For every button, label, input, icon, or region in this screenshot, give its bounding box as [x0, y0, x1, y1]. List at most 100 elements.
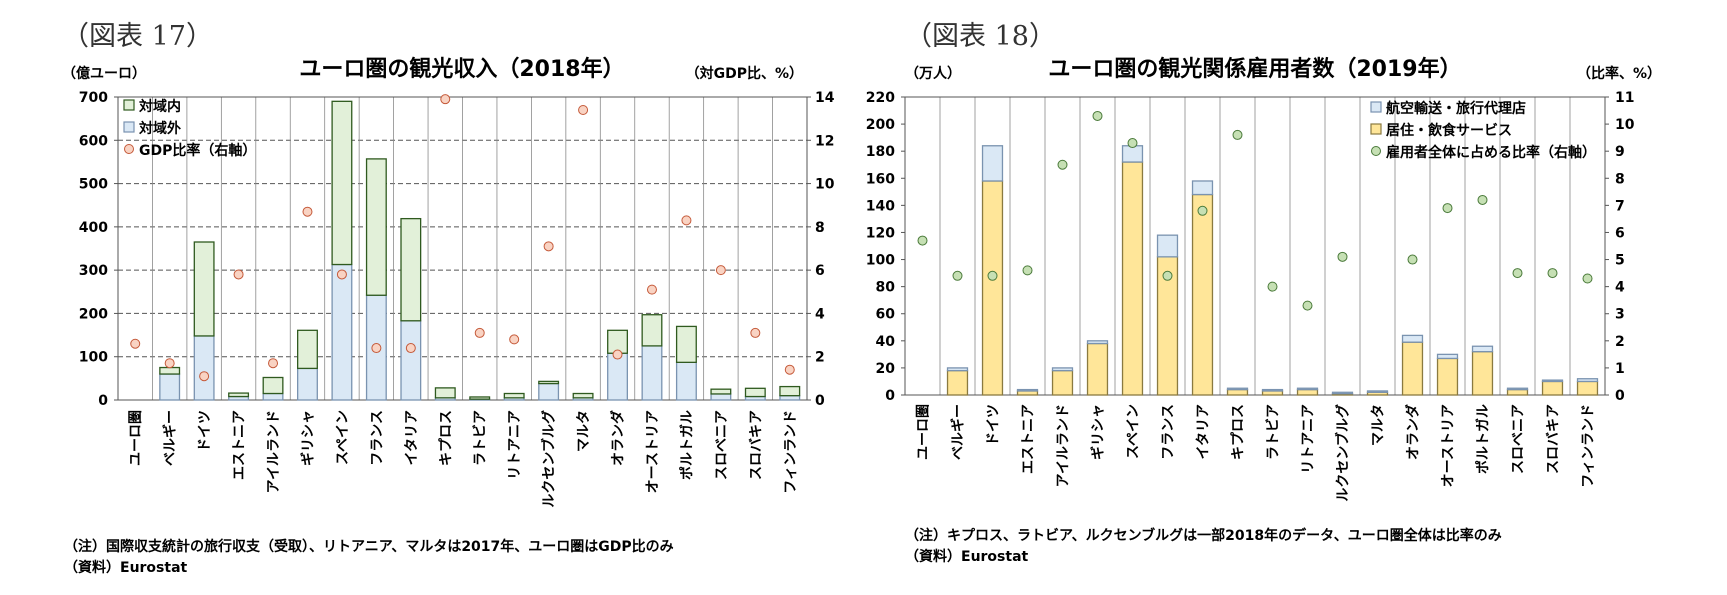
- ratio-point: [268, 358, 279, 369]
- y-tick-label: 100: [79, 350, 108, 366]
- legend-swatch: [123, 99, 135, 111]
- bar-segment: [538, 382, 560, 401]
- bar-segment: [1541, 380, 1564, 396]
- bar-segment: [297, 367, 318, 401]
- category-label: ユーロ圏: [128, 410, 144, 466]
- category-label: フィンランド: [1581, 404, 1597, 488]
- figure-17-source: （資料）Eurostat: [64, 560, 188, 576]
- bar-segment: [434, 387, 456, 399]
- y-tick-label: 100: [866, 253, 895, 269]
- bar-segment: [1296, 388, 1319, 396]
- legend-label: 居住・飲食サービス: [1386, 122, 1512, 139]
- y2-tick-label: 12: [815, 133, 834, 149]
- y-tick-label: 160: [866, 171, 895, 187]
- category-label: フィンランド: [783, 410, 799, 494]
- y2-tick-label: 8: [1615, 171, 1625, 187]
- category-label: ドイツ: [986, 404, 1002, 446]
- bar-segment: [675, 361, 697, 401]
- bar-segment: [1016, 388, 1039, 392]
- bar-segment: [1261, 388, 1284, 392]
- figure-17-panel: （図表 17） ユーロ圏の観光収入（2018年） （億ユーロ） （対GDP比、%） 0…: [0, 0, 863, 595]
- category-label: ギリシャ: [299, 410, 316, 466]
- y2-tick-label: 9: [1615, 144, 1625, 160]
- bar-segment: [1051, 369, 1074, 396]
- ratio-point: [440, 94, 451, 105]
- ratio-point: [1267, 281, 1278, 292]
- bar-segment: [1191, 180, 1214, 196]
- category-label: スロバキア: [748, 410, 764, 480]
- category-label: エストニア: [1021, 404, 1037, 474]
- figure-18-label: （図表 18）: [905, 21, 1056, 52]
- figure-17-note: （注）国際収支統計の旅行収支（受取）、リトアニア、マルタは2017年、ユーロ圏は…: [64, 539, 674, 555]
- ratio-point: [1302, 300, 1313, 311]
- category-label: オーストリア: [1441, 404, 1457, 487]
- legend-label: 対域内: [138, 98, 181, 115]
- bar-segment: [981, 180, 1004, 396]
- category-label: スロバキア: [1546, 404, 1562, 474]
- category-label: フランス: [369, 410, 385, 466]
- legend-swatch: [123, 121, 135, 133]
- chart-title: ユーロ圏の観光関係雇用者数（2019年）: [1048, 56, 1461, 82]
- category-label: エストニア: [232, 410, 248, 480]
- bar-segment: [1506, 388, 1529, 396]
- y2-tick-label: 14: [815, 90, 835, 106]
- category-label: リトアニア: [507, 410, 523, 480]
- category-label: オーストリア: [645, 410, 661, 493]
- y2-tick-label: 4: [815, 306, 825, 322]
- plot-frame: [904, 96, 1606, 396]
- y2-tick-label: 10: [815, 177, 835, 193]
- figure-18-panel: （図表 18） ユーロ圏の観光関係雇用者数（2019年） （万人） （比率、%） 0 2…: [863, 0, 1727, 595]
- category-label: スロベニア: [1511, 404, 1527, 474]
- bar-segment: [193, 335, 215, 401]
- bar-segment: [1576, 378, 1599, 383]
- category-label: アイルランド: [266, 410, 282, 493]
- ratio-point: [1092, 110, 1103, 121]
- bar-segment: [641, 345, 663, 401]
- bar-segment: [572, 392, 594, 399]
- bar-segment: [946, 367, 969, 372]
- legend-marker: [124, 144, 134, 154]
- y2-tick-label: 6: [815, 263, 825, 279]
- y-tick-label: 400: [79, 220, 108, 236]
- chart-title: ユーロ圏の観光収入（2018年）: [299, 56, 624, 82]
- ratio-point: [1022, 265, 1033, 276]
- y-tick-label: 500: [79, 177, 108, 193]
- bar-segment: [1506, 387, 1529, 391]
- ratio-point: [302, 206, 313, 217]
- category-label: イタリア: [404, 410, 420, 465]
- ratio-point: [543, 241, 554, 252]
- bar-segment: [1086, 342, 1109, 396]
- ratio-point: [164, 358, 175, 369]
- ratio-point: [681, 215, 692, 226]
- y-tick-label: 80: [876, 280, 896, 296]
- bar-segment: [262, 376, 284, 395]
- y-tick-label: 600: [79, 133, 108, 149]
- y-tick-label: 300: [79, 263, 108, 279]
- y-tick-label: 140: [866, 198, 895, 214]
- legend-label: 航空輸送・旅行代理店: [1386, 100, 1526, 117]
- bar-segment: [1331, 391, 1354, 395]
- ratio-point: [199, 371, 210, 382]
- category-label: ギリシャ: [1090, 404, 1107, 460]
- ratio-point: [952, 270, 963, 281]
- bar-segment: [710, 388, 732, 395]
- ratio-point: [646, 284, 657, 295]
- ratio-point: [784, 364, 795, 375]
- y2-axis-unit-label: （対GDP比、%）: [686, 65, 803, 82]
- category-label: スペイン: [1126, 404, 1142, 459]
- bar-segment: [503, 392, 525, 399]
- ratio-point: [715, 265, 726, 276]
- bar-segment: [744, 387, 766, 398]
- category-label: オランダ: [610, 410, 627, 466]
- category-label: ラトビア: [1266, 404, 1282, 460]
- bar-segment: [1086, 340, 1109, 345]
- bar-segment: [1471, 345, 1494, 353]
- bar-segment: [1226, 388, 1249, 396]
- ratio-point: [474, 327, 485, 338]
- category-label: フランス: [1161, 404, 1177, 460]
- y-tick-label: 0: [885, 388, 895, 404]
- legend-label: 雇用者全体に占める比率（右軸）: [1386, 144, 1596, 161]
- y2-tick-label: 0: [1615, 388, 1625, 404]
- y2-tick-label: 4: [1615, 280, 1625, 296]
- legend-swatch: [1370, 101, 1382, 113]
